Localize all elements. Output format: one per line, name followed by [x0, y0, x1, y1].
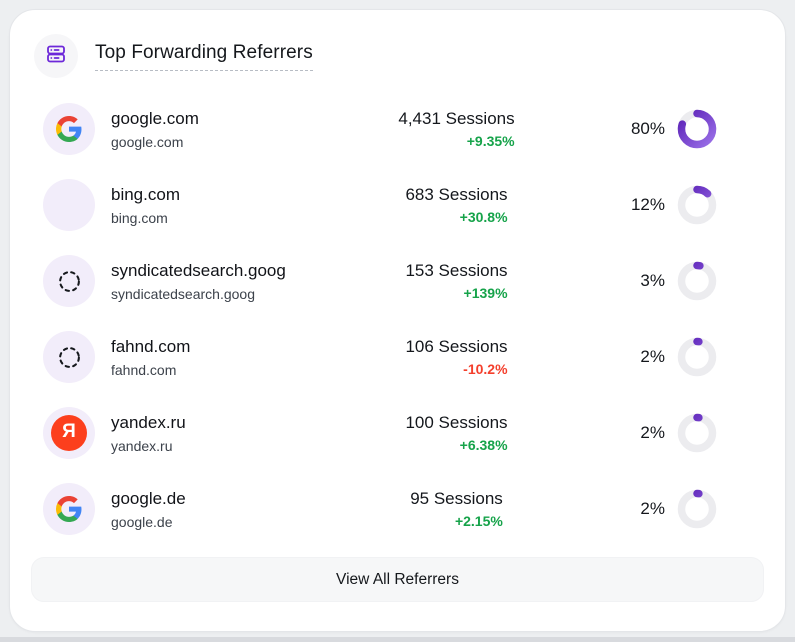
- share-donut-chart: [677, 413, 717, 453]
- google-logo-icon: [56, 116, 82, 142]
- top-referrers-card: Top Forwarding Referrers google.com goog…: [9, 9, 786, 632]
- sessions-count: 683 Sessions: [405, 184, 508, 204]
- referrer-row[interactable]: fahnd.com fahnd.com 106 Sessions -10.2% …: [10, 319, 785, 395]
- sessions-column: 106 Sessions -10.2%: [344, 336, 569, 379]
- sessions-count: 153 Sessions: [405, 260, 508, 280]
- referrer-name: yandex.ru: [111, 412, 186, 432]
- server-stack-icon: [44, 42, 68, 71]
- share-donut-chart: [677, 261, 717, 301]
- referrer-domain: fahnd.com: [111, 361, 177, 378]
- share-percent: 12%: [630, 195, 665, 214]
- referrer-domain: syndicatedsearch.goog: [111, 285, 255, 302]
- sessions-count: 95 Sessions: [410, 488, 503, 508]
- sessions-column: 100 Sessions +6.38%: [344, 412, 569, 455]
- referrer-avatar: [43, 483, 95, 535]
- share-donut-chart: [677, 109, 717, 149]
- referrer-avatar: [43, 103, 95, 155]
- referrer-info: google.com google.com: [95, 108, 344, 151]
- share-percent: 80%: [630, 119, 665, 138]
- sessions-change: -10.2%: [463, 360, 508, 377]
- referrer-info: bing.com bing.com: [95, 184, 344, 227]
- referrer-row[interactable]: google.de google.de 95 Sessions +2.15% 2…: [10, 471, 785, 547]
- referrer-domain: google.de: [111, 513, 173, 530]
- sessions-count: 100 Sessions: [405, 412, 508, 432]
- referrer-domain: yandex.ru: [111, 437, 173, 454]
- sessions-column: 683 Sessions +30.8%: [344, 184, 569, 227]
- share-gauge: 3%: [569, 261, 717, 301]
- page-bottom-strip: [0, 637, 795, 642]
- referrer-row[interactable]: bing.com bing.com 683 Sessions +30.8% 12…: [10, 167, 785, 243]
- referrer-info: google.de google.de: [95, 488, 344, 531]
- sessions-count: 106 Sessions: [405, 336, 508, 356]
- google-logo-icon: [56, 496, 82, 522]
- share-donut-chart: [677, 489, 717, 529]
- share-percent: 2%: [640, 347, 665, 366]
- sessions-count: 4,431 Sessions: [398, 108, 515, 128]
- sessions-column: 4,431 Sessions +9.35%: [344, 108, 569, 151]
- referrer-info: yandex.ru yandex.ru: [95, 412, 344, 455]
- referrer-avatar: [43, 331, 95, 383]
- referrer-list: google.com google.com 4,431 Sessions +9.…: [10, 91, 785, 547]
- referrer-avatar: [43, 179, 95, 231]
- referrer-domain: bing.com: [111, 209, 168, 226]
- referrer-avatar: Я: [43, 407, 95, 459]
- share-gauge: 2%: [569, 489, 717, 529]
- sessions-column: 153 Sessions +139%: [344, 260, 569, 303]
- referrer-info: fahnd.com fahnd.com: [95, 336, 344, 379]
- sessions-change: +2.15%: [454, 512, 503, 529]
- referrer-name: google.com: [111, 108, 199, 128]
- referrer-name: fahnd.com: [111, 336, 191, 356]
- dashed-circle-icon: [58, 346, 80, 368]
- view-all-referrers-button[interactable]: View All Referrers: [31, 557, 764, 602]
- share-gauge: 2%: [569, 337, 717, 377]
- referrer-name: bing.com: [111, 184, 180, 204]
- sessions-change: +9.35%: [466, 132, 515, 149]
- card-header: Top Forwarding Referrers: [34, 34, 761, 78]
- header-icon-circle: [34, 34, 78, 78]
- share-percent: 2%: [640, 499, 665, 518]
- share-gauge: 2%: [569, 413, 717, 453]
- referrer-name: google.de: [111, 488, 186, 508]
- referrer-info: syndicatedsearch.goog syndicatedsearch.g…: [95, 260, 344, 303]
- referrer-row[interactable]: syndicatedsearch.goog syndicatedsearch.g…: [10, 243, 785, 319]
- sessions-change: +30.8%: [459, 208, 508, 225]
- share-donut-chart: [677, 337, 717, 377]
- referrer-name: syndicatedsearch.goog: [111, 260, 286, 280]
- share-percent: 3%: [640, 271, 665, 290]
- share-donut-chart: [677, 185, 717, 225]
- sessions-change: +139%: [463, 284, 508, 301]
- sessions-column: 95 Sessions +2.15%: [344, 488, 569, 531]
- referrer-domain: google.com: [111, 133, 184, 150]
- referrer-row[interactable]: google.com google.com 4,431 Sessions +9.…: [10, 91, 785, 167]
- share-gauge: 80%: [569, 109, 717, 149]
- share-gauge: 12%: [569, 185, 717, 225]
- referrer-avatar: [43, 255, 95, 307]
- share-percent: 2%: [640, 423, 665, 442]
- card-title: Top Forwarding Referrers: [95, 42, 313, 71]
- yandex-logo-icon: Я: [51, 415, 87, 451]
- sessions-change: +6.38%: [459, 436, 508, 453]
- dashed-circle-icon: [58, 270, 80, 292]
- referrer-row[interactable]: Я yandex.ru yandex.ru 100 Sessions +6.38…: [10, 395, 785, 471]
